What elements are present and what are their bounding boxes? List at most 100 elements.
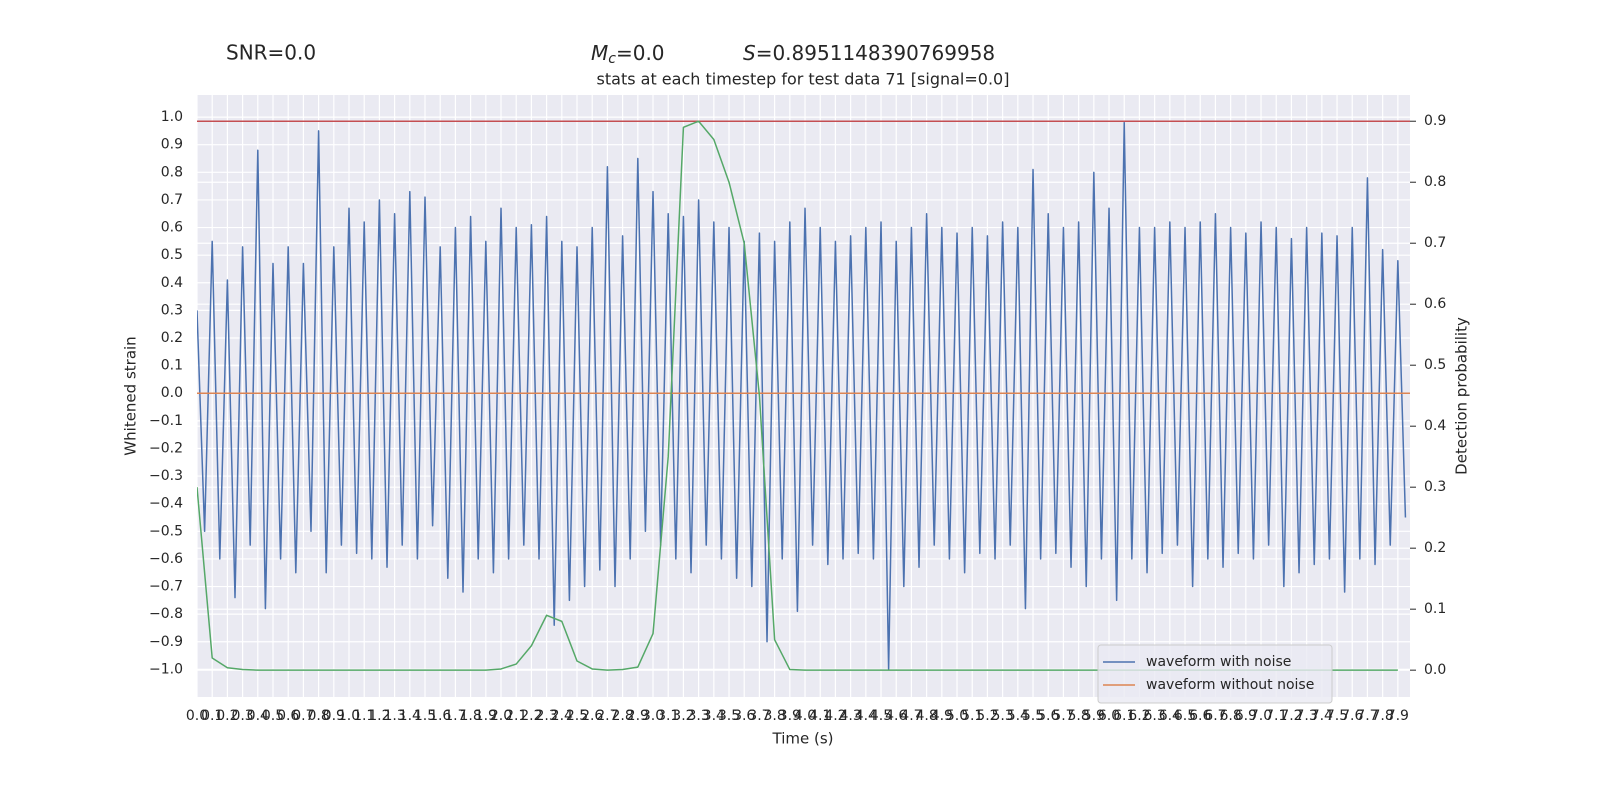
- y2-tick-label: 0.1: [1424, 601, 1446, 617]
- y2-axis-label: Detection probability: [1453, 317, 1471, 475]
- labels: 0.00.10.20.30.40.50.60.70.80.91.01.11.21…: [149, 109, 1446, 724]
- y-tick-label: 0.1: [161, 358, 183, 374]
- y2-tick-label: 0.7: [1424, 235, 1446, 251]
- x-tick-label: 0.7: [292, 708, 314, 724]
- x-tick-label: 4.7: [900, 708, 922, 724]
- x-tick-label: 0.0: [186, 708, 208, 724]
- x-tick-label: 1.9: [475, 708, 497, 724]
- x-tick-label: 4.8: [915, 708, 937, 724]
- x-tick-label: 0.2: [216, 708, 238, 724]
- x-tick-label: 4.1: [809, 708, 831, 724]
- x-tick-label: 6.8: [1220, 708, 1242, 724]
- x-tick-label: 1.0: [338, 708, 360, 724]
- x-tick-label: 1.8: [459, 708, 481, 724]
- mc-text: =0.0: [616, 41, 665, 65]
- x-tick-label: 4.5: [870, 708, 892, 724]
- x-tick-label: 7.8: [1372, 708, 1394, 724]
- plot-area: [197, 120, 1410, 671]
- x-tick-label: 3.8: [763, 708, 785, 724]
- x-tick-label: 2.6: [581, 708, 603, 724]
- x-tick-label: 5.6: [1037, 708, 1059, 724]
- y-tick-label: −0.9: [149, 634, 183, 650]
- y-tick-label: −0.3: [149, 468, 183, 484]
- x-tick-label: 7.1: [1265, 708, 1287, 724]
- x-tick-label: 6.5: [1174, 708, 1196, 724]
- legend: waveform with noise waveform without nois…: [1097, 644, 1333, 704]
- x-tick-label: 4.9: [931, 708, 953, 724]
- x-tick-label: 6.0: [1098, 708, 1120, 724]
- x-tick-label: 5.0: [946, 708, 968, 724]
- y-tick-label: −0.2: [149, 440, 183, 456]
- y-tick-label: 1.0: [161, 109, 183, 125]
- y-tick-label: −0.1: [149, 413, 183, 429]
- x-tick-label: 3.5: [718, 708, 740, 724]
- x-tick-label: 2.2: [520, 708, 542, 724]
- y2-tick-label: 0.6: [1424, 296, 1446, 312]
- y2-tick-label: 0.0: [1424, 662, 1446, 678]
- x-tick-label: 1.4: [399, 708, 421, 724]
- y-tick-label: 0.4: [161, 275, 183, 291]
- y2-tick-label: 0.3: [1424, 479, 1446, 495]
- x-axis-label: Time (s): [772, 730, 834, 748]
- x-tick-label: 1.6: [429, 708, 451, 724]
- x-tick-label: 3.0: [642, 708, 664, 724]
- x-tick-label: 6.6: [1189, 708, 1211, 724]
- x-tick-label: 1.7: [444, 708, 466, 724]
- y2-tick-label: 0.8: [1424, 174, 1446, 190]
- x-tick-label: 7.4: [1311, 708, 1333, 724]
- y-tick-label: −0.4: [149, 496, 183, 512]
- y2-tick-label: 0.4: [1424, 418, 1446, 434]
- y-tick-label: −1.0: [149, 661, 183, 677]
- x-tick-label: 0.4: [247, 708, 269, 724]
- x-tick-label: 5.4: [1007, 708, 1029, 724]
- y-tick-label: 0.9: [161, 137, 183, 153]
- x-tick-label: 2.7: [596, 708, 618, 724]
- x-tick-label: 0.5: [262, 708, 284, 724]
- y2-tick-label: 0.9: [1424, 113, 1446, 129]
- x-tick-label: 3.4: [703, 708, 725, 724]
- y-tick-label: −0.6: [149, 551, 183, 567]
- x-tick-label: 2.8: [611, 708, 633, 724]
- x-tick-label: 5.5: [1022, 708, 1044, 724]
- x-tick-label: 1.1: [353, 708, 375, 724]
- s-text: =0.8951148390769958: [756, 41, 995, 65]
- y-tick-label: 0.6: [161, 220, 183, 236]
- x-tick-label: 3.2: [672, 708, 694, 724]
- s-symbol: S: [743, 41, 756, 65]
- x-tick-label: 7.2: [1280, 708, 1302, 724]
- y-tick-label: 0.7: [161, 192, 183, 208]
- s-annotation: S=0.8951148390769958: [743, 41, 995, 65]
- x-tick-label: 7.3: [1296, 708, 1318, 724]
- y-tick-label: 0.5: [161, 247, 183, 263]
- x-tick-label: 0.1: [201, 708, 223, 724]
- x-tick-label: 5.2: [976, 708, 998, 724]
- x-tick-label: 5.9: [1083, 708, 1105, 724]
- x-tick-label: 7.6: [1341, 708, 1363, 724]
- x-tick-label: 3.9: [779, 708, 801, 724]
- x-tick-label: 6.2: [1128, 708, 1150, 724]
- y-tick-label: −0.8: [149, 606, 183, 622]
- x-tick-label: 1.5: [414, 708, 436, 724]
- x-tick-label: 4.0: [794, 708, 816, 724]
- x-tick-label: 4.2: [824, 708, 846, 724]
- x-tick-label: 6.7: [1204, 708, 1226, 724]
- snr-annotation: SNR=0.0: [226, 41, 316, 65]
- x-tick-label: 6.9: [1235, 708, 1257, 724]
- x-tick-label: 5.1: [961, 708, 983, 724]
- x-tick-label: 2.3: [535, 708, 557, 724]
- x-tick-label: 4.6: [885, 708, 907, 724]
- x-tick-label: 2.1: [505, 708, 527, 724]
- x-tick-label: 2.5: [566, 708, 588, 724]
- y-axis-label: Whitened strain: [122, 336, 140, 455]
- legend-label: waveform with noise: [1146, 654, 1291, 670]
- y-tick-label: −0.5: [149, 523, 183, 539]
- y2-tick-label: 0.5: [1424, 357, 1446, 373]
- y-tick-label: 0.8: [161, 164, 183, 180]
- x-tick-label: 1.3: [383, 708, 405, 724]
- x-tick-label: 1.2: [368, 708, 390, 724]
- x-tick-label: 5.8: [1067, 708, 1089, 724]
- x-tick-label: 5.3: [991, 708, 1013, 724]
- series-line: [197, 121, 1407, 671]
- x-tick-label: 0.3: [231, 708, 253, 724]
